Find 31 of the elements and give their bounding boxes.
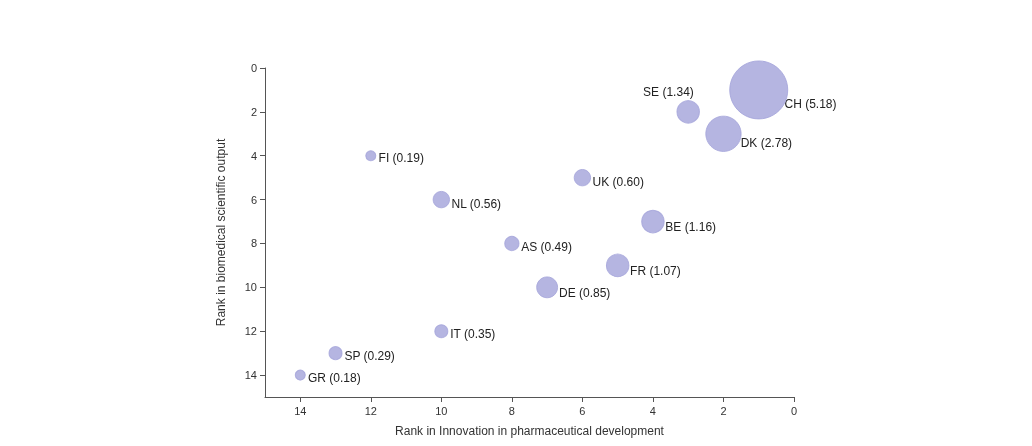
x-tick-label: 6 bbox=[579, 404, 586, 417]
annotation: BE (1.16) bbox=[665, 220, 717, 235]
y-tick-label: 8 bbox=[250, 237, 257, 250]
annotation: IT (0.35) bbox=[450, 327, 496, 342]
annotation: DE (0.85) bbox=[558, 285, 611, 300]
y-tick-label: 10 bbox=[244, 281, 257, 294]
annotation: DK (2.78) bbox=[740, 135, 793, 150]
annotation: CH (5.18) bbox=[784, 97, 837, 112]
x-tick-label: 2 bbox=[720, 404, 727, 417]
x-tick-label: 10 bbox=[435, 404, 448, 417]
y-tick-label: 6 bbox=[250, 193, 257, 206]
x-tick-label: 12 bbox=[364, 404, 377, 417]
annotation: SP (0.29) bbox=[344, 349, 395, 364]
y-tick-label: 14 bbox=[244, 369, 257, 382]
annotation: SE (1.34) bbox=[643, 84, 694, 99]
annotation: FR (1.07) bbox=[630, 264, 681, 279]
annotation: AS (0.49) bbox=[521, 240, 572, 255]
x-tick-label: 8 bbox=[508, 404, 515, 417]
y-tick-label: 0 bbox=[250, 62, 257, 74]
annotation: NL (0.56) bbox=[451, 196, 502, 211]
y-axis-title: Rank in biomedical scientific output bbox=[214, 138, 228, 327]
annotation: GR (0.18) bbox=[308, 370, 361, 385]
annotation: UK (0.60) bbox=[592, 174, 644, 189]
x-axis-title: Rank in Innovation in pharmaceutical development bbox=[395, 424, 665, 438]
y-tick-label: 12 bbox=[244, 325, 257, 338]
x-tick-label: 14 bbox=[294, 404, 307, 417]
x-tick-label: 0 bbox=[790, 404, 798, 417]
annotation: FI (0.19) bbox=[378, 151, 424, 166]
y-tick-label: 2 bbox=[250, 105, 257, 118]
y-tick-label: 4 bbox=[250, 149, 257, 162]
x-tick-label: 4 bbox=[649, 404, 656, 417]
